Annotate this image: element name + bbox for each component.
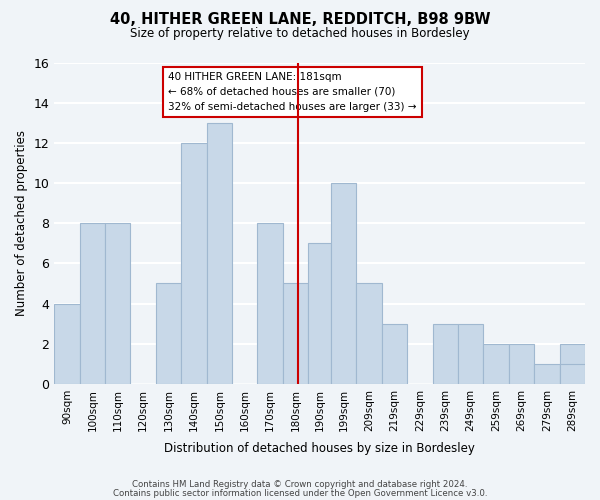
Text: 40, HITHER GREEN LANE, REDDITCH, B98 9BW: 40, HITHER GREEN LANE, REDDITCH, B98 9BW — [110, 12, 490, 28]
Bar — [356, 284, 382, 384]
Text: Contains public sector information licensed under the Open Government Licence v3: Contains public sector information licen… — [113, 488, 487, 498]
Bar — [54, 304, 80, 384]
Bar — [257, 223, 283, 384]
Bar — [484, 344, 509, 384]
Text: Contains HM Land Registry data © Crown copyright and database right 2024.: Contains HM Land Registry data © Crown c… — [132, 480, 468, 489]
Bar — [382, 324, 407, 384]
Bar — [331, 183, 356, 384]
Text: Size of property relative to detached houses in Bordesley: Size of property relative to detached ho… — [130, 28, 470, 40]
Bar — [560, 344, 585, 384]
Bar — [560, 364, 585, 384]
Bar — [308, 244, 331, 384]
Bar — [206, 123, 232, 384]
Bar — [433, 324, 458, 384]
Bar — [105, 223, 130, 384]
Bar — [534, 364, 560, 384]
Bar — [156, 284, 181, 384]
Bar — [181, 143, 206, 384]
Bar — [509, 344, 534, 384]
Bar — [458, 324, 484, 384]
Text: 40 HITHER GREEN LANE: 181sqm
← 68% of detached houses are smaller (70)
32% of se: 40 HITHER GREEN LANE: 181sqm ← 68% of de… — [169, 72, 417, 112]
X-axis label: Distribution of detached houses by size in Bordesley: Distribution of detached houses by size … — [164, 442, 475, 455]
Bar — [80, 223, 105, 384]
Y-axis label: Number of detached properties: Number of detached properties — [15, 130, 28, 316]
Bar — [283, 284, 308, 384]
